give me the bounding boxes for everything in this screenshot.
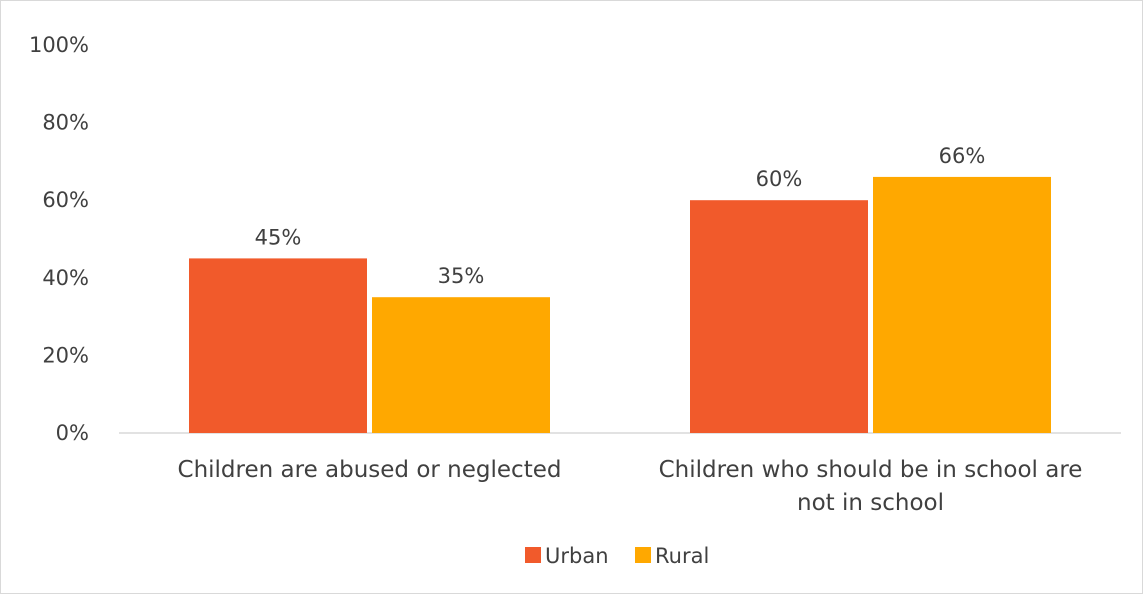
category-label: Children are abused or neglected (178, 457, 562, 483)
legend-swatch-rural (635, 547, 651, 563)
legend-label-urban: Urban (545, 544, 609, 568)
legend-label-rural: Rural (655, 544, 709, 568)
data-label-rural-1: 66% (939, 144, 986, 168)
y-tick-label: 80% (42, 111, 89, 135)
y-tick-label: 20% (42, 343, 89, 367)
y-tick-label: 40% (42, 266, 89, 290)
bar-rural-1 (873, 176, 1051, 434)
data-label-urban-0: 45% (255, 225, 302, 249)
data-labels: 45% 35% 60% 66% (255, 144, 986, 288)
data-label-urban-1: 60% (756, 167, 803, 191)
category-label: Children who should be in school are (659, 457, 1083, 483)
bar-urban-0 (189, 258, 367, 433)
bar-rural-0 (372, 297, 550, 433)
category-labels: Children are abused or neglected Children… (178, 457, 1083, 516)
legend-swatch-urban (525, 547, 541, 563)
bar-urban-1 (690, 200, 868, 433)
category-label: not in school (797, 490, 944, 516)
y-axis-ticks: 0% 20% 40% 60% 80% 100% (29, 33, 89, 445)
y-tick-label: 0% (56, 421, 89, 445)
y-tick-label: 60% (42, 188, 89, 212)
data-label-rural-0: 35% (438, 264, 485, 288)
y-tick-label: 100% (29, 33, 89, 57)
bars (189, 176, 1051, 434)
legend: Urban Rural (525, 544, 709, 568)
